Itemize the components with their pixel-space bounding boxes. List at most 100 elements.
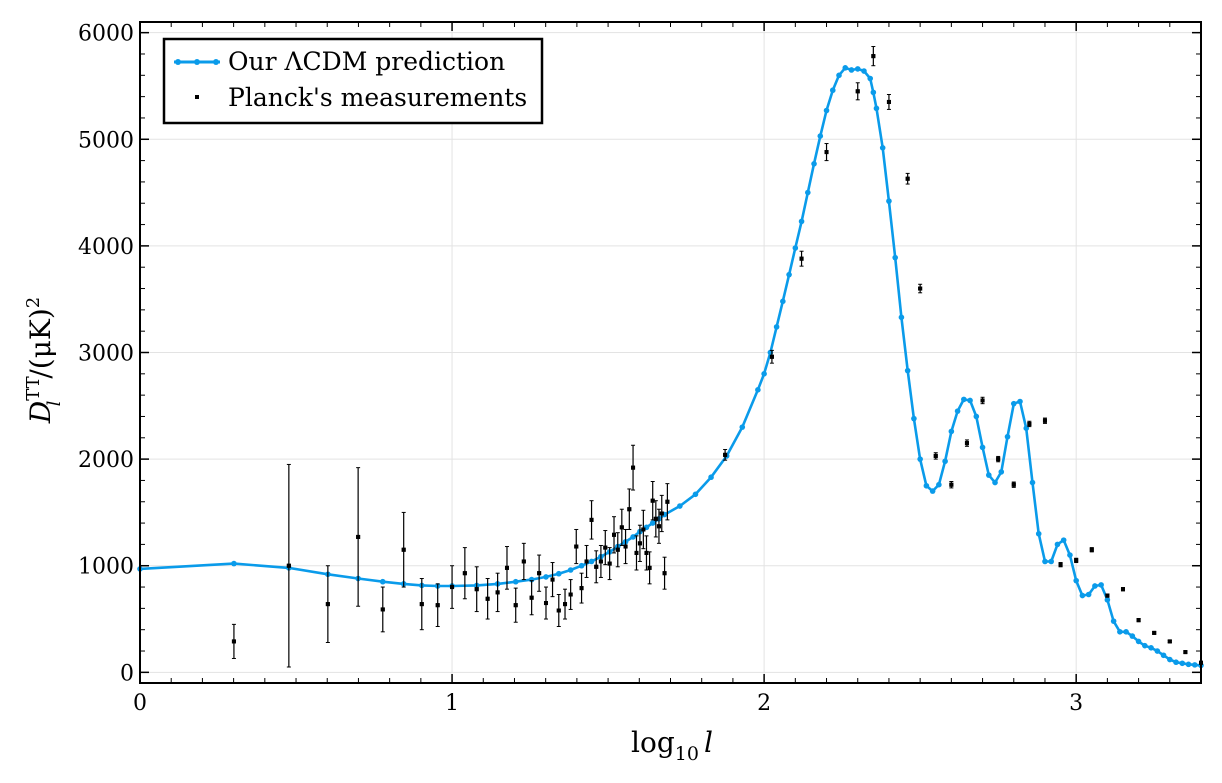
measurement-marker xyxy=(1120,587,1125,592)
prediction-marker xyxy=(739,424,746,430)
y-tick-label: 4000 xyxy=(78,235,134,260)
measurement-marker xyxy=(504,565,509,570)
measurement-point xyxy=(612,516,617,554)
measurement-marker xyxy=(584,559,589,564)
measurement-marker xyxy=(568,592,573,597)
measurement-marker xyxy=(1152,630,1157,635)
prediction-marker xyxy=(998,469,1005,475)
measurement-marker xyxy=(1011,482,1016,487)
measurement-marker xyxy=(574,544,579,549)
measurement-marker xyxy=(1183,650,1188,655)
prediction-marker xyxy=(911,415,917,422)
prediction-marker xyxy=(879,145,886,151)
prediction-marker xyxy=(979,444,986,451)
prediction-marker xyxy=(842,65,849,71)
measurement-point xyxy=(933,452,938,460)
measurement-point xyxy=(607,547,612,581)
measurement-marker xyxy=(824,150,829,155)
measurement-marker xyxy=(474,587,479,592)
measurement-marker xyxy=(231,639,236,644)
measurement-point xyxy=(905,172,910,185)
measurement-point xyxy=(574,528,579,565)
measurement-point xyxy=(513,587,518,623)
prediction-marker xyxy=(1035,530,1042,537)
prediction-marker xyxy=(1173,659,1179,666)
measurement-point xyxy=(1167,639,1172,644)
measurement-marker xyxy=(659,511,664,516)
measurement-marker xyxy=(1058,562,1063,567)
prediction-marker xyxy=(780,298,786,305)
measurement-point xyxy=(356,467,361,607)
prediction-marker xyxy=(1104,597,1111,603)
prediction-marker xyxy=(817,133,824,139)
prediction-marker xyxy=(677,503,683,509)
measurement-point xyxy=(980,396,985,405)
prediction-marker xyxy=(630,534,636,540)
x-tick-label: 0 xyxy=(133,691,147,716)
prediction-marker xyxy=(1073,577,1079,584)
prediction-marker xyxy=(861,68,867,74)
measurement-marker xyxy=(933,453,938,458)
measurement-marker xyxy=(419,602,424,607)
prediction-marker xyxy=(1004,433,1011,440)
prediction-marker xyxy=(649,520,656,526)
measurement-point xyxy=(462,547,467,600)
measurement-marker xyxy=(1074,558,1079,563)
measurement-point xyxy=(568,579,573,610)
measurement-point xyxy=(631,444,636,491)
measurement-marker xyxy=(996,457,1001,462)
measurement-point xyxy=(964,439,969,447)
prediction-marker xyxy=(755,387,761,393)
y-tick-label: 1000 xyxy=(78,555,134,580)
measurement-marker xyxy=(637,541,642,546)
measurement-marker xyxy=(589,517,594,522)
prediction-marker xyxy=(798,218,805,225)
measurement-marker xyxy=(1089,547,1094,552)
prediction-marker xyxy=(1067,552,1073,558)
measurement-point xyxy=(563,588,568,620)
measurement-marker xyxy=(529,595,534,600)
measurement-marker xyxy=(603,545,608,550)
measurement-point xyxy=(435,583,440,627)
legend-label-prediction: Our ΛCDM prediction xyxy=(228,47,505,76)
legend-line-marker-left xyxy=(175,59,181,65)
x-tick-label: 3 xyxy=(1069,691,1083,716)
measurement-marker xyxy=(579,586,584,591)
measurement-marker xyxy=(325,602,330,607)
measurement-point xyxy=(619,508,624,546)
measurement-marker xyxy=(543,601,548,606)
prediction-marker xyxy=(917,456,923,462)
prediction-marker xyxy=(1085,591,1092,598)
legend-box xyxy=(162,37,544,125)
measurement-point xyxy=(529,580,534,616)
measurement-point xyxy=(286,463,291,668)
measurement-point xyxy=(615,532,620,568)
prediction-marker xyxy=(805,189,811,196)
prediction-marker xyxy=(870,89,877,96)
prediction-marker xyxy=(588,558,595,565)
measurement-point xyxy=(231,623,236,659)
measurement-point xyxy=(1058,562,1063,568)
prediction-marker xyxy=(1079,592,1086,599)
measurement-point xyxy=(1089,547,1094,553)
axis-ticks: 0 1 2 3 0 1000 2000 3000 4000 5000 6000 xyxy=(78,22,1202,716)
measurement-point xyxy=(584,544,589,578)
measurement-marker xyxy=(550,577,555,582)
y-tick-label: 0 xyxy=(120,661,134,686)
prediction-marker xyxy=(811,160,817,167)
measurement-point xyxy=(474,566,479,613)
measurement-marker xyxy=(641,527,646,532)
prediction-marker xyxy=(854,66,861,72)
measurement-marker xyxy=(855,89,860,94)
prediction-marker xyxy=(1054,541,1061,548)
measurement-marker xyxy=(662,571,667,576)
measurement-point xyxy=(450,565,455,609)
measurement-series xyxy=(231,46,1203,668)
measurement-point xyxy=(723,449,728,461)
prediction-marker xyxy=(961,396,967,403)
measurement-marker xyxy=(623,544,628,549)
measurement-point xyxy=(644,535,649,571)
grid xyxy=(139,22,1201,683)
prediction-marker xyxy=(543,574,549,580)
measurement-point xyxy=(996,455,1001,463)
